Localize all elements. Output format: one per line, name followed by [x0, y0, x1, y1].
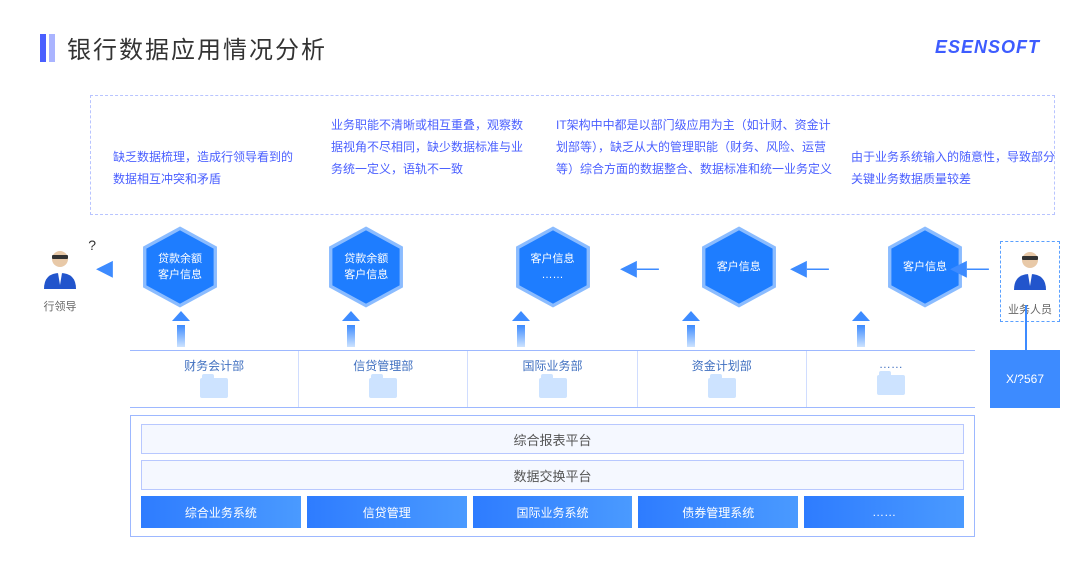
platform-bar: 数据交换平台: [141, 460, 964, 490]
hex-4-line1: 客户信息: [717, 261, 761, 273]
dept-cell: 资金计划部: [637, 351, 806, 407]
dept-label: 信贷管理部: [353, 359, 413, 373]
folder-icon: [369, 378, 397, 398]
department-row: 财务会计部 信贷管理部 国际业务部 资金计划部 ……: [130, 350, 975, 408]
folder-icon: [539, 378, 567, 398]
arrow-left-icon: ◀—: [950, 255, 989, 281]
hex-5-line1: 客户信息: [903, 261, 947, 273]
staff-label: 业务人员: [1005, 301, 1055, 317]
dept-label: 财务会计部: [184, 359, 244, 373]
brand-logo: ESENSOFT: [935, 37, 1040, 58]
connector-line: [1025, 305, 1027, 375]
dept-label: 资金计划部: [692, 359, 752, 373]
hex-3-line1: 客户信息: [531, 253, 575, 265]
hexagon-row: 贷款余额客户信息 贷款余额客户信息 客户信息…… 客户信息 客户信息: [130, 225, 975, 315]
note-2: 业务职能不清晰或相互重叠，观察数据视角不尽相同，缺少数据标准与业务统一定义，语轨…: [331, 114, 531, 180]
note-3: IT架构中中都是以部门级应用为主（如计财、资金计划部等），缺乏从大的管理职能（财…: [556, 114, 836, 180]
title-accent-icon: [40, 34, 55, 62]
dept-cell: 信贷管理部: [298, 351, 467, 407]
hex-1-line2: 客户信息: [158, 269, 202, 281]
arrow-up-icon: [682, 317, 700, 347]
diagram-canvas: 缺乏数据梳理，造成行领导看到的数据相互冲突和矛盾 业务职能不清晰或相互重叠，观察…: [90, 95, 1055, 568]
dept-label: 国际业务部: [523, 359, 583, 373]
note-4: 由于业务系统输入的随意性，导致部分关键业务数据质量较差: [851, 146, 1061, 190]
hex-node-1: 贷款余额客户信息: [130, 225, 230, 315]
person-icon: [38, 245, 82, 289]
dept-label: ……: [879, 357, 903, 371]
page-title: 银行数据应用情况分析: [67, 30, 327, 65]
folder-icon: [877, 375, 905, 395]
dept-cell: 国际业务部: [467, 351, 636, 407]
header: 银行数据应用情况分析 ESENSOFT: [40, 30, 1040, 65]
arrow-up-icon: [172, 317, 190, 347]
note-1: 缺乏数据梳理，造成行领导看到的数据相互冲突和矛盾: [113, 146, 303, 190]
dept-cell: ……: [806, 351, 975, 407]
system-cell: 信贷管理: [307, 496, 467, 528]
arrow-up-icon: [512, 317, 530, 347]
title-group: 银行数据应用情况分析: [40, 30, 327, 65]
person-icon: [1008, 246, 1052, 290]
system-cell: ……: [804, 496, 964, 528]
leader-label: 行领导: [30, 298, 90, 314]
hex-3-line2: ……: [542, 269, 564, 281]
hex-2-line1: 贷款余额: [344, 253, 388, 265]
system-row: 综合业务系统 信贷管理 国际业务系统 债券管理系统 ……: [141, 496, 964, 528]
arrow-left-icon: ◀: [96, 255, 113, 281]
arrow-up-icon: [852, 317, 870, 347]
notes-container: 缺乏数据梳理，造成行领导看到的数据相互冲突和矛盾 业务职能不清晰或相互重叠，观察…: [90, 95, 1055, 215]
arrow-left-icon: ◀—: [620, 255, 659, 281]
staff-avatar: 业务人员: [1000, 241, 1060, 322]
hex-1-line1: 贷款余额: [158, 253, 202, 265]
platform-bar: 综合报表平台: [141, 424, 964, 454]
arrow-up-icon: [342, 317, 360, 347]
system-cell: 债券管理系统: [638, 496, 798, 528]
system-cell: 国际业务系统: [473, 496, 633, 528]
hex-node-2: 贷款余额客户信息: [316, 225, 416, 315]
folder-icon: [200, 378, 228, 398]
platform-container: 综合报表平台 数据交换平台 综合业务系统 信贷管理 国际业务系统 债券管理系统 …: [130, 415, 975, 537]
folder-icon: [708, 378, 736, 398]
question-mark-icon: ?: [88, 237, 96, 253]
leader-avatar: ? 行领导: [30, 245, 90, 314]
arrow-left-icon: ◀—: [790, 255, 829, 281]
hex-2-line2: 客户信息: [344, 269, 388, 281]
hex-node-4: 客户信息: [689, 225, 789, 315]
dept-cell: 财务会计部: [130, 351, 298, 407]
system-cell: 综合业务系统: [141, 496, 301, 528]
hex-node-3: 客户信息 ……: [503, 225, 603, 315]
